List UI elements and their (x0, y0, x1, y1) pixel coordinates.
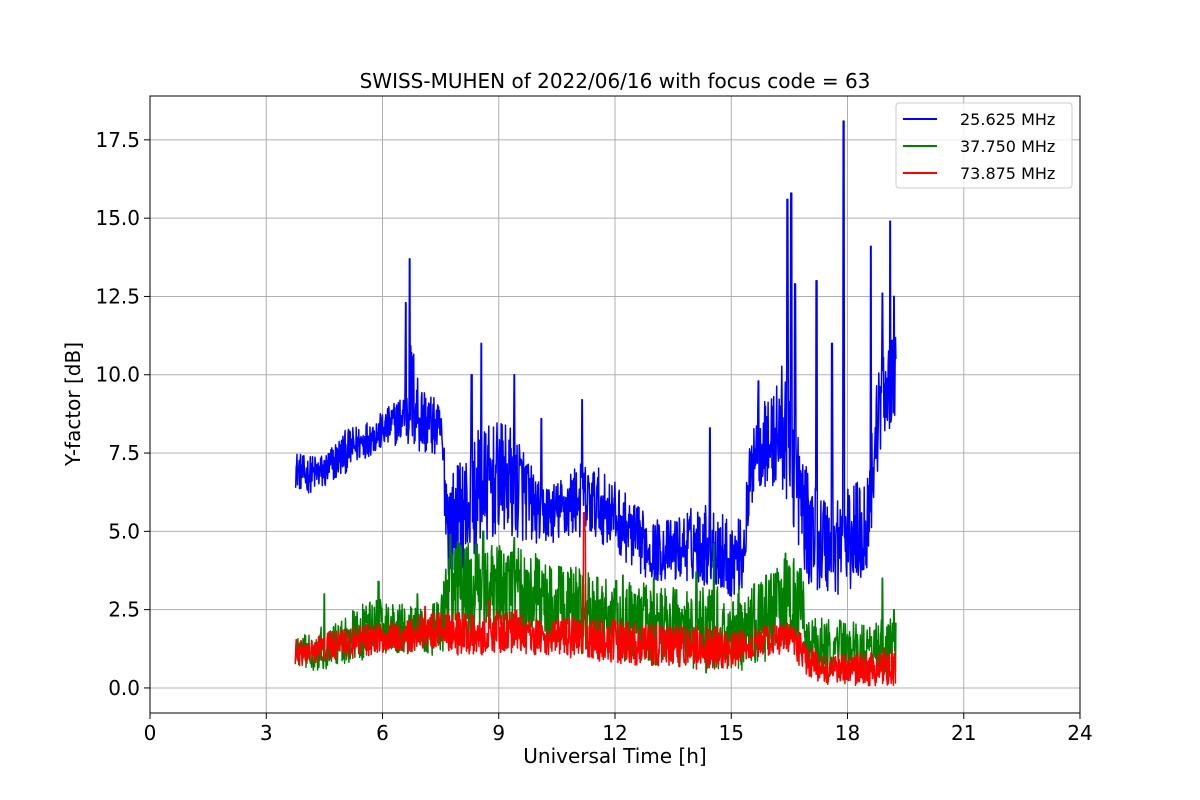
y-tick-label: 10.0 (95, 363, 140, 387)
x-tick-label: 18 (835, 721, 860, 745)
legend-label-3: 73.875 MHz (960, 164, 1055, 183)
y-tick-label: 17.5 (95, 128, 140, 152)
x-axis-label: Universal Time [h] (523, 744, 706, 768)
x-tick-label: 24 (1067, 721, 1092, 745)
y-tick-label: 5.0 (108, 519, 140, 543)
series-line-3 (294, 511, 897, 687)
y-tick-label: 2.5 (108, 598, 140, 622)
y-axis-ticks: 0.0 2.5 5.0 7.5 10.0 12.5 15.0 17.5 (95, 128, 150, 700)
chart-title: SWISS-MUHEN of 2022/06/16 with focus cod… (360, 69, 871, 93)
series-line-1 (294, 120, 897, 597)
x-tick-label: 0 (144, 721, 157, 745)
legend: 25.625 MHz 37.750 MHz 73.875 MHz (895, 102, 1073, 189)
x-tick-label: 15 (719, 721, 744, 745)
x-tick-label: 6 (376, 721, 389, 745)
x-tick-label: 12 (602, 721, 627, 745)
grid (149, 96, 1081, 713)
x-tick-label: 9 (492, 721, 505, 745)
y-axis-label: Y-factor [dB] (61, 342, 85, 467)
legend-label-1: 25.625 MHz (960, 110, 1055, 129)
series-layer (294, 120, 897, 687)
x-tick-label: 21 (951, 721, 976, 745)
y-tick-label: 15.0 (95, 206, 140, 230)
legend-entries: 25.625 MHz 37.750 MHz 73.875 MHz (903, 110, 1055, 183)
legend-box (895, 102, 1073, 189)
y-tick-label: 7.5 (108, 441, 140, 465)
x-axis-ticks: 0 3 6 9 12 15 18 21 24 (144, 713, 1093, 745)
y-tick-label: 0.0 (108, 676, 140, 700)
legend-label-2: 37.750 MHz (960, 137, 1055, 156)
x-tick-label: 3 (260, 721, 273, 745)
y-tick-label: 12.5 (95, 284, 140, 308)
